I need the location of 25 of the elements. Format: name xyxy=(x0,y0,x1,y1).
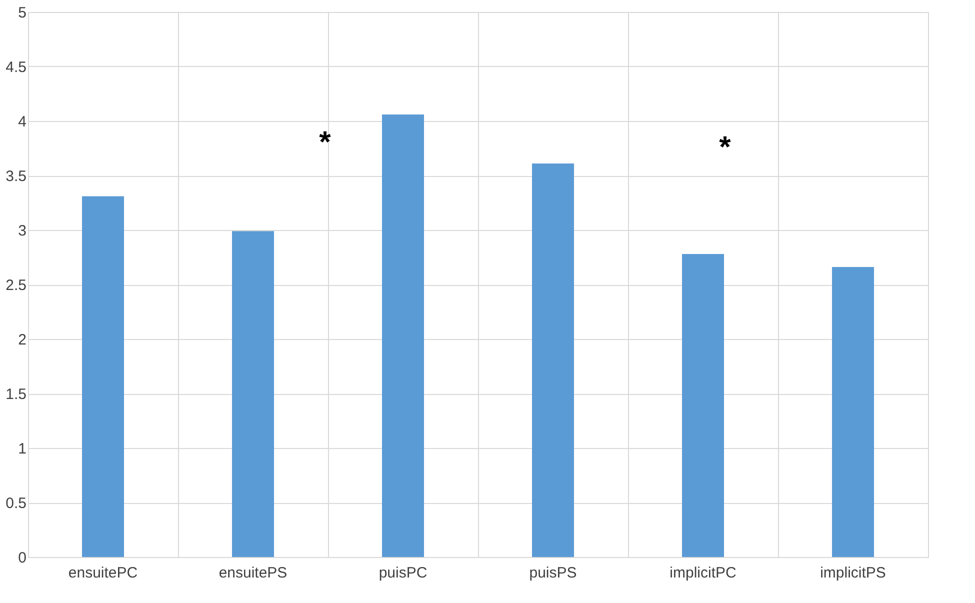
y-tick-label: 0.5 xyxy=(6,495,26,512)
x-tick-label: ensuitePS xyxy=(218,564,288,582)
x-tick-label: implicitPS xyxy=(820,564,886,582)
annotation: * xyxy=(719,131,732,164)
bar xyxy=(232,231,274,557)
bar xyxy=(82,196,124,557)
bar xyxy=(382,114,424,557)
bar xyxy=(532,164,574,557)
annotation: * xyxy=(319,126,332,159)
bar xyxy=(682,254,724,557)
bar xyxy=(832,267,874,557)
y-tick-label: 3.5 xyxy=(6,168,26,185)
x-tick-label: implicitPC xyxy=(670,564,736,582)
y-tick-label: 5 xyxy=(18,4,26,22)
y-tick-label: 3 xyxy=(18,222,26,240)
y-tick-label: 0 xyxy=(18,550,26,566)
y-tick-label: 4.5 xyxy=(6,59,26,76)
y-tick-label: 2 xyxy=(18,332,26,348)
y-tick-label: 1.5 xyxy=(6,386,26,403)
x-tick-label: puisPC xyxy=(378,564,428,582)
y-tick-label: 1 xyxy=(18,440,26,458)
x-tick-label: ensuitePC xyxy=(68,564,138,582)
x-tick-label: puisPS xyxy=(529,564,577,582)
y-tick-label: 2.5 xyxy=(6,277,26,294)
y-tick-label: 4 xyxy=(18,114,26,130)
